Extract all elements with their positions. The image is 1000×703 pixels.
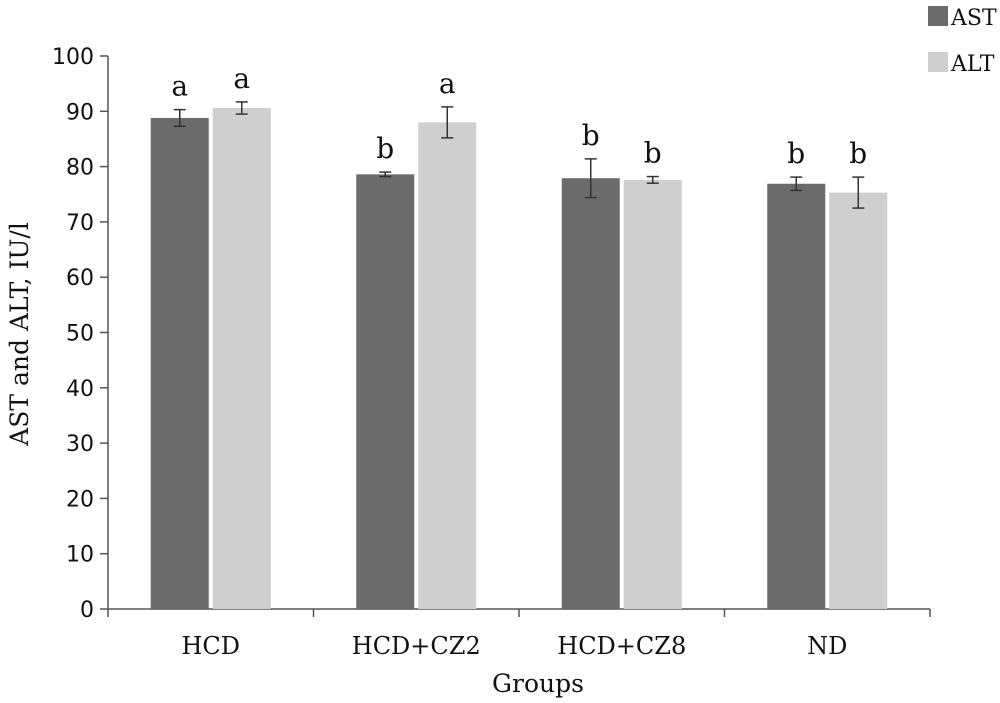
x-tick-label: HCD+CZ8 xyxy=(557,632,686,660)
legend-label: ALT xyxy=(950,52,995,77)
x-tick-label: ND xyxy=(807,632,847,660)
bar-alt xyxy=(829,192,888,609)
bar-ast xyxy=(150,117,209,609)
y-tick-label: 0 xyxy=(80,598,94,623)
significance-label: a xyxy=(439,67,456,100)
bar-ast xyxy=(767,183,826,610)
y-axis-title: AST and ALT, IU/l xyxy=(5,222,34,447)
y-tick-label: 60 xyxy=(66,266,94,291)
y-tick-label: 40 xyxy=(66,377,94,402)
y-tick-label: 70 xyxy=(66,211,94,236)
significance-label: b xyxy=(787,137,805,170)
y-tick-label: 10 xyxy=(66,543,94,568)
legend-swatch-alt xyxy=(928,52,948,72)
significance-label: b xyxy=(644,137,662,170)
legend: AST ALT xyxy=(928,6,997,77)
y-tick-label: 50 xyxy=(66,322,94,347)
y-tick-label: 30 xyxy=(66,432,94,457)
bar-alt xyxy=(212,107,271,610)
x-axis-title: Groups xyxy=(492,669,584,698)
significance-label: a xyxy=(171,70,188,103)
y-tick-label: 20 xyxy=(66,487,94,512)
significance-label: b xyxy=(582,119,600,152)
bar-ast xyxy=(561,178,620,609)
bar-ast xyxy=(356,174,415,610)
x-tick-label: HCD+CZ2 xyxy=(352,632,481,660)
x-tick-label: HCD xyxy=(181,632,240,660)
y-tick-label: 90 xyxy=(66,100,94,125)
significance-label: b xyxy=(376,132,394,165)
legend-swatch-ast xyxy=(928,6,948,26)
significance-label: b xyxy=(849,137,867,170)
significance-label: a xyxy=(233,62,250,95)
bar-alt xyxy=(623,179,682,609)
bar-alt xyxy=(418,122,477,610)
y-tick-label: 80 xyxy=(66,156,94,181)
plot-area: 0 10 20 30 40 50 60 70 80 90 100 HCD a a HCD+CZ2 b a HCD+… xyxy=(52,45,931,660)
legend-label: AST xyxy=(950,6,997,31)
y-tick-label: 100 xyxy=(52,45,94,70)
